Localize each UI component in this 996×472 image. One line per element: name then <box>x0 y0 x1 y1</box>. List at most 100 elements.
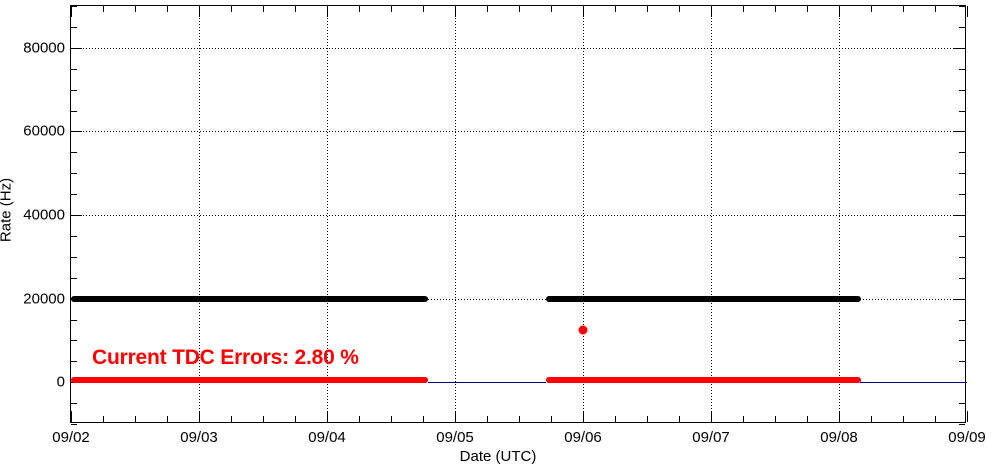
gridline-horizontal <box>71 48 965 49</box>
x-tick-minor <box>231 6 232 12</box>
x-tick-minor <box>903 6 904 12</box>
x-tick-minor <box>519 6 520 12</box>
gridline-vertical <box>327 6 328 422</box>
x-tick-major <box>199 411 200 422</box>
y-tick-minor <box>71 27 77 28</box>
x-tick-major <box>711 411 712 422</box>
x-tick-minor <box>935 416 936 422</box>
x-tick-major <box>839 411 840 422</box>
x-tick-minor <box>103 6 104 12</box>
y-tick-label: 80000 <box>23 39 65 57</box>
x-tick-minor <box>647 6 648 12</box>
x-tick-label: 09/09 <box>948 429 986 446</box>
x-tick-minor <box>903 416 904 422</box>
y-tick-minor <box>71 340 77 341</box>
y-tick-minor <box>71 173 77 174</box>
y-tick-label: 60000 <box>23 122 65 140</box>
y-tick-minor <box>71 236 77 237</box>
series-marker-band <box>546 377 861 383</box>
x-tick-major <box>327 6 328 17</box>
x-tick-minor <box>487 416 488 422</box>
x-tick-minor <box>615 416 616 422</box>
gridline-vertical <box>455 6 456 422</box>
x-tick-minor <box>487 6 488 12</box>
x-tick-major <box>583 411 584 422</box>
x-axis-title: Date (UTC) <box>459 448 537 465</box>
series-marker-band <box>71 377 428 383</box>
y-tick-minor <box>71 424 77 425</box>
y-tick-minor <box>959 257 965 258</box>
gridline-vertical <box>711 6 712 422</box>
series-marker-band <box>71 296 428 302</box>
series-marker-band <box>546 296 861 302</box>
x-tick-major <box>71 6 72 17</box>
plot-area: 0 20000 40000 60000 80000 09/02 09/03 09/04 09/… <box>23 5 986 446</box>
x-tick-minor <box>391 416 392 422</box>
x-tick-label: 09/03 <box>180 429 218 446</box>
y-tick-label: 0 <box>56 373 65 391</box>
y-tick-minor <box>71 361 77 362</box>
x-tick-minor <box>295 416 296 422</box>
x-tick-major <box>199 6 200 17</box>
annotation-current-tdc-errors: Current TDC Errors: 2.80 % <box>92 346 359 369</box>
x-tick-major <box>583 6 584 17</box>
x-tick-major <box>839 6 840 17</box>
y-tick-minor <box>71 403 77 404</box>
y-tick-minor <box>71 6 77 7</box>
y-tick-minor <box>959 340 965 341</box>
y-tick-label: 20000 <box>23 290 65 308</box>
x-tick-minor <box>423 416 424 422</box>
y-tick-minor <box>959 152 965 153</box>
x-tick-minor <box>519 416 520 422</box>
y-tick-major <box>71 131 82 132</box>
y-tick-minor <box>71 69 77 70</box>
y-tick-minor <box>71 257 77 258</box>
y-tick-minor <box>959 361 965 362</box>
y-tick-minor <box>71 320 77 321</box>
y-tick-minor <box>959 236 965 237</box>
x-tick-minor <box>615 6 616 12</box>
x-tick-minor <box>775 6 776 12</box>
x-tick-major <box>967 6 968 17</box>
x-tick-minor <box>167 416 168 422</box>
y-tick-major <box>954 215 965 216</box>
y-tick-major <box>954 48 965 49</box>
gridline-vertical <box>199 6 200 422</box>
y-tick-minor <box>959 194 965 195</box>
y-tick-minor <box>959 27 965 28</box>
x-tick-minor <box>871 416 872 422</box>
y-tick-major <box>954 299 965 300</box>
gridline-horizontal <box>71 215 965 216</box>
y-tick-minor <box>959 424 965 425</box>
y-tick-major <box>71 215 82 216</box>
x-tick-major <box>455 411 456 422</box>
y-tick-minor <box>959 278 965 279</box>
y-tick-minor <box>71 278 77 279</box>
series-baseline-line <box>860 382 967 383</box>
x-tick-label: 09/06 <box>564 429 602 446</box>
x-tick-minor <box>423 6 424 12</box>
series-baseline-line <box>428 382 545 383</box>
y-tick-minor <box>71 152 77 153</box>
x-tick-minor <box>743 6 744 12</box>
x-tick-minor <box>935 6 936 12</box>
y-tick-minor <box>959 111 965 112</box>
y-tick-minor <box>71 111 77 112</box>
y-tick-minor <box>71 194 77 195</box>
x-tick-minor <box>263 416 264 422</box>
x-tick-minor <box>359 416 360 422</box>
x-tick-minor <box>807 6 808 12</box>
x-tick-minor <box>103 416 104 422</box>
y-tick-major <box>954 131 965 132</box>
y-tick-minor <box>959 69 965 70</box>
x-tick-major <box>711 6 712 17</box>
x-tick-minor <box>551 416 552 422</box>
x-tick-minor <box>551 6 552 12</box>
x-tick-major <box>967 411 968 422</box>
y-tick-minor <box>71 90 77 91</box>
x-tick-minor <box>295 6 296 12</box>
y-tick-major <box>71 48 82 49</box>
x-tick-minor <box>135 6 136 12</box>
x-tick-minor <box>359 6 360 12</box>
gridline-vertical <box>583 6 584 422</box>
